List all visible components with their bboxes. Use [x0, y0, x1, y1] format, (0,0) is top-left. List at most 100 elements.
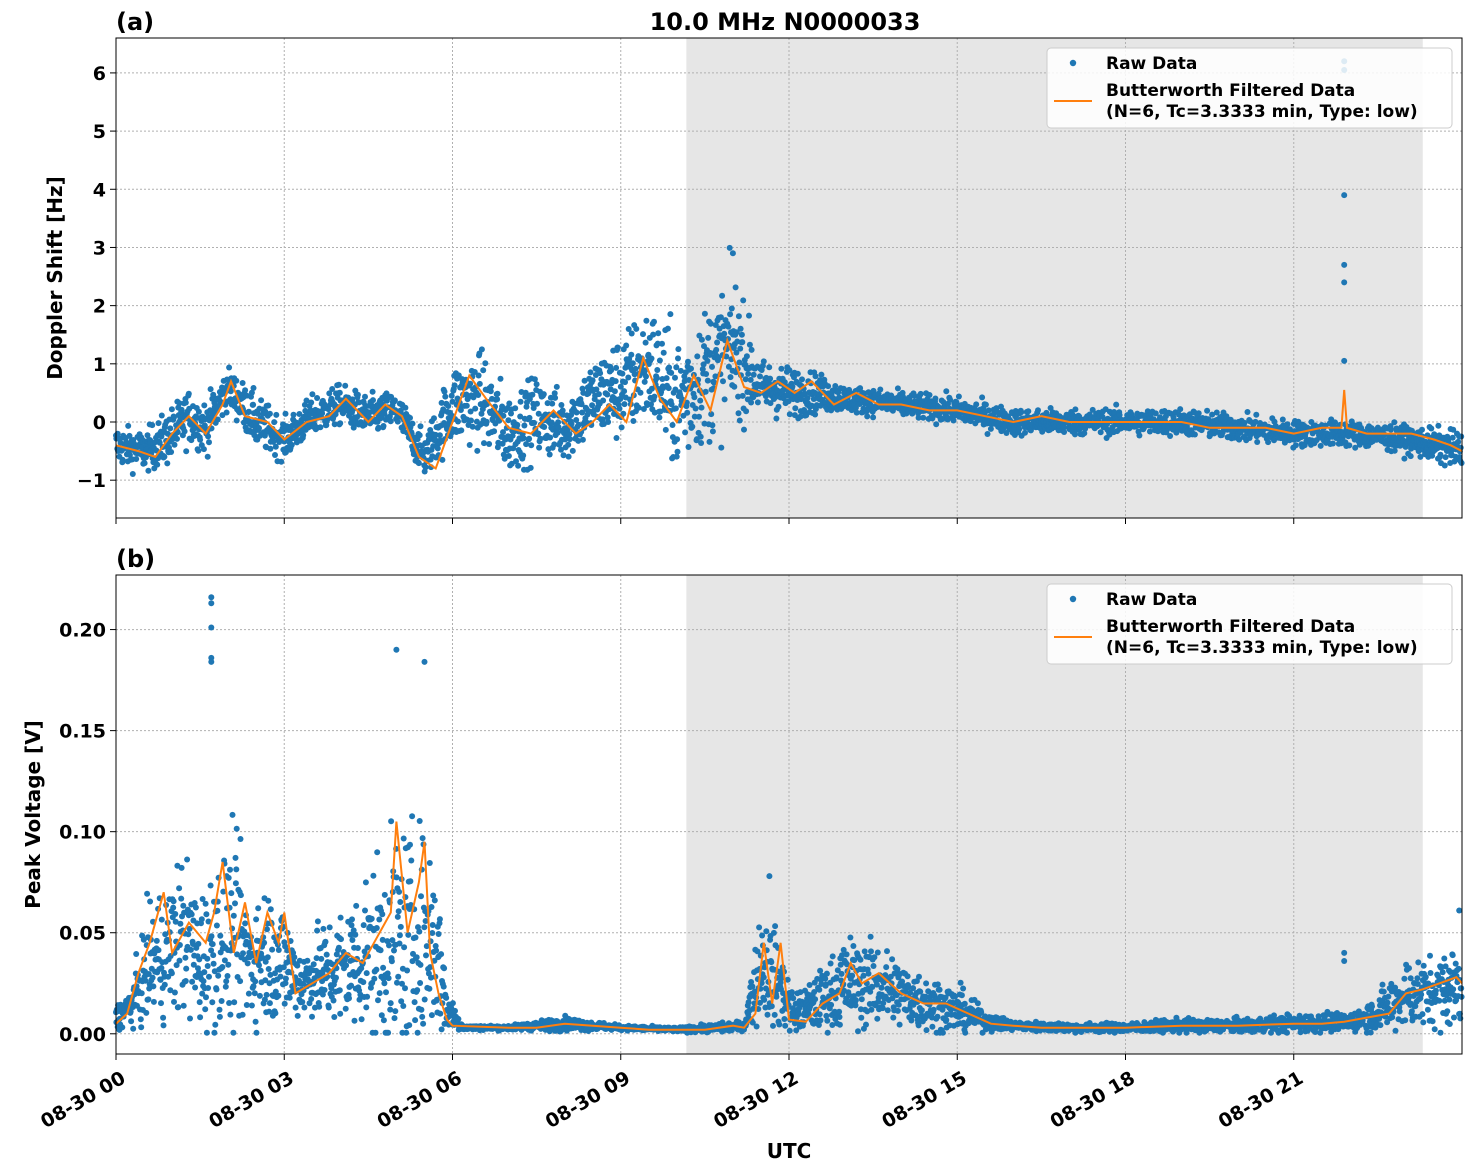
raw-data-point: [189, 978, 196, 985]
raw-data-point: [713, 346, 720, 353]
raw-data-point: [197, 436, 204, 443]
raw-data-point: [551, 390, 558, 397]
raw-data-point: [628, 330, 635, 337]
raw-data-point: [792, 405, 799, 412]
raw-data-point: [296, 411, 303, 417]
raw-data-point: [402, 404, 409, 411]
raw-data-point: [375, 424, 382, 431]
raw-data-point: [984, 431, 991, 437]
raw-data-point: [331, 1014, 338, 1020]
raw-data-point: [354, 945, 361, 951]
raw-data-point: [1292, 442, 1299, 449]
raw-data-point: [161, 981, 168, 988]
raw-data-point: [364, 993, 371, 1000]
legend-filtered-label-line1: Butterworth Filtered Data: [1106, 81, 1355, 101]
raw-data-point: [812, 373, 819, 380]
raw-data-point: [531, 419, 538, 426]
raw-data-point: [701, 310, 708, 317]
raw-data-point: [651, 318, 657, 325]
raw-data-point: [119, 1024, 126, 1031]
raw-data-outlier: [1341, 261, 1348, 268]
raw-data-point: [704, 357, 711, 364]
raw-data-point: [743, 408, 750, 415]
raw-data-point: [1455, 438, 1462, 445]
raw-data-point: [371, 975, 378, 982]
raw-data-point: [426, 860, 433, 866]
raw-data-point: [478, 346, 485, 353]
raw-data-point: [1391, 419, 1398, 426]
raw-data-point: [599, 416, 606, 423]
raw-data-point: [728, 305, 735, 312]
raw-data-point: [250, 385, 257, 391]
raw-data-point: [526, 435, 533, 442]
raw-data-point: [407, 414, 413, 421]
raw-data-point: [426, 985, 433, 992]
raw-data-point: [407, 878, 414, 885]
raw-data-point: [195, 940, 202, 947]
raw-data-point: [685, 444, 692, 450]
raw-data-point: [267, 445, 274, 452]
raw-data-point: [204, 453, 211, 460]
raw-data-point: [387, 1000, 394, 1007]
raw-data-point: [346, 995, 352, 1002]
raw-data-point: [494, 396, 501, 403]
raw-data-point: [394, 418, 401, 425]
y-tick-label: 2: [93, 296, 106, 318]
raw-data-point: [178, 864, 185, 871]
raw-data-point: [395, 973, 402, 980]
raw-data-point: [760, 358, 767, 365]
raw-data-outlier: [1341, 279, 1348, 286]
raw-data-point: [505, 453, 512, 459]
raw-data-point: [674, 448, 681, 455]
raw-data-point: [546, 451, 553, 458]
raw-data-point: [514, 421, 521, 428]
raw-data-point: [768, 959, 775, 966]
raw-data-point: [1437, 451, 1444, 458]
raw-data-point: [206, 439, 212, 446]
raw-data-point: [381, 891, 388, 898]
raw-data-point: [388, 818, 395, 825]
raw-data-point: [144, 432, 151, 439]
raw-data-point: [242, 920, 249, 927]
raw-data-point: [616, 405, 623, 412]
raw-data-point: [648, 401, 654, 408]
legend-filtered-label-line2: (N=6, Tc=3.3333 min, Type: low): [1106, 102, 1418, 122]
raw-data-point: [251, 990, 258, 997]
raw-data-point: [772, 923, 779, 930]
raw-data-point: [206, 973, 212, 980]
raw-data-point: [168, 970, 175, 977]
raw-data-point: [520, 435, 527, 442]
raw-data-point: [362, 907, 368, 914]
raw-data-point: [776, 1021, 783, 1028]
raw-data-point: [735, 410, 742, 417]
raw-data-point: [1265, 439, 1272, 446]
raw-data-point: [376, 990, 383, 997]
raw-data-point: [291, 954, 298, 961]
raw-data-point: [721, 330, 728, 337]
raw-data-point: [625, 326, 632, 332]
raw-data-point: [540, 391, 547, 398]
raw-data-point: [171, 989, 178, 996]
raw-data-point: [806, 982, 813, 988]
raw-data-point: [614, 344, 621, 351]
raw-data-point: [746, 341, 753, 348]
raw-data-point: [568, 421, 575, 427]
raw-data-point: [665, 385, 672, 392]
raw-data-point: [409, 420, 416, 427]
raw-data-point: [422, 464, 429, 471]
raw-data-point: [786, 1027, 793, 1034]
raw-data-outlier: [1341, 192, 1348, 199]
raw-data-point: [182, 978, 189, 984]
raw-data-point: [738, 331, 745, 338]
raw-data-point: [1167, 433, 1174, 439]
raw-data-point: [985, 407, 992, 414]
raw-data-point: [360, 922, 367, 929]
raw-data-point: [290, 411, 297, 418]
raw-data-point: [396, 932, 403, 939]
raw-data-point: [380, 964, 387, 971]
raw-data-point: [402, 985, 408, 992]
raw-data-point: [933, 421, 940, 428]
raw-data-point: [585, 387, 592, 394]
raw-data-point: [463, 402, 470, 409]
raw-data-point: [595, 391, 602, 398]
